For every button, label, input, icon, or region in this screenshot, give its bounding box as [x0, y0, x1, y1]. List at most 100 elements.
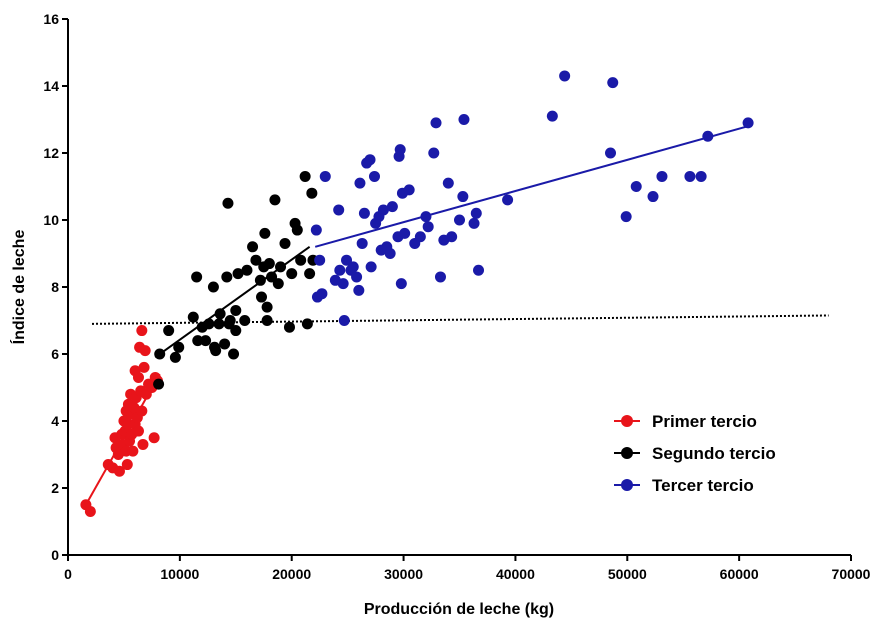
data-point [187, 311, 199, 323]
data-point [148, 432, 160, 444]
y-tick-label: 6 [51, 346, 59, 362]
data-point [263, 258, 275, 270]
data-point [356, 237, 368, 249]
data-point [137, 438, 149, 450]
data-point [222, 197, 234, 209]
x-tick-label: 20000 [272, 566, 311, 582]
data-point [334, 264, 346, 276]
data-point [139, 345, 151, 357]
x-axis-ticks: 0 10000 20000 30000 40000 50000 60000 70000 [64, 555, 871, 582]
data-point [341, 254, 353, 266]
data-point [113, 465, 125, 477]
data-point [203, 318, 215, 330]
data-point [228, 348, 240, 360]
y-tick-label: 14 [43, 78, 59, 94]
data-point [314, 254, 326, 266]
legend-label: Tercer tercio [652, 476, 754, 495]
data-point [191, 271, 203, 283]
data-point [420, 211, 432, 223]
x-tick-label: 70000 [832, 566, 871, 582]
data-point [84, 505, 96, 517]
data-point [310, 224, 322, 236]
data-point [213, 318, 225, 330]
data-point [304, 268, 316, 280]
data-point [428, 147, 440, 159]
data-point [247, 241, 259, 253]
data-point [153, 378, 165, 390]
data-point [121, 459, 133, 471]
data-point [261, 301, 273, 313]
data-point [301, 318, 313, 330]
data-point [319, 170, 331, 182]
reference-line-group [91, 314, 829, 325]
y-tick-label: 12 [43, 145, 59, 161]
data-point [272, 278, 284, 290]
data-point [377, 204, 389, 216]
data-point [470, 207, 482, 219]
trend-lines [85, 125, 749, 506]
data-point [241, 264, 253, 276]
data-point [136, 405, 148, 417]
data-point [132, 425, 144, 437]
data-point [200, 335, 212, 347]
data-point [283, 321, 295, 333]
data-point [607, 77, 619, 89]
x-tick-label: 30000 [384, 566, 423, 582]
data-point [403, 184, 415, 196]
data-point [630, 181, 642, 192]
legend: Primer tercio Segundo tercio Tercer tercio [614, 412, 776, 495]
data-point [468, 217, 480, 229]
data-point [207, 281, 219, 293]
data-point [546, 110, 558, 122]
data-point [473, 264, 485, 276]
x-tick-label: 60000 [720, 566, 759, 582]
data-point [291, 224, 303, 236]
legend-label: Segundo tercio [652, 444, 776, 463]
data-point [399, 227, 411, 239]
data-point [364, 154, 376, 166]
data-point [368, 170, 380, 182]
legend-marker [621, 415, 633, 427]
data-point [173, 341, 185, 353]
data-point [446, 231, 458, 243]
data-point [169, 351, 181, 363]
y-tick-label: 16 [43, 11, 59, 27]
data-point [286, 268, 298, 280]
data-point [338, 315, 350, 326]
data-point [395, 278, 407, 290]
data-point [154, 348, 166, 360]
plot-axes [67, 19, 851, 556]
x-axis-title: Producción de leche (kg) [364, 601, 554, 618]
x-tick-label: 40000 [496, 566, 535, 582]
data-point [127, 445, 139, 457]
data-point [386, 201, 398, 213]
data-point [684, 170, 696, 182]
data-point [316, 288, 328, 300]
reference-dotted-line [91, 314, 829, 325]
y-tick-label: 2 [51, 480, 59, 496]
data-point [275, 261, 287, 273]
data-point [269, 194, 281, 206]
data-point [351, 271, 363, 283]
data-point [333, 204, 345, 216]
data-point [742, 117, 754, 129]
data-point [254, 274, 266, 286]
data-point [224, 315, 236, 326]
data-point [605, 147, 617, 159]
data-point [232, 268, 244, 280]
data-point [358, 207, 370, 219]
data-point [259, 227, 271, 239]
data-point [365, 261, 377, 273]
data-point [458, 114, 470, 125]
trend-line [154, 245, 311, 359]
data-point [394, 144, 406, 156]
x-tick-label: 0 [64, 566, 72, 582]
y-tick-label: 4 [51, 413, 59, 429]
data-point [136, 325, 148, 337]
data-point [230, 325, 242, 337]
data-point [347, 261, 359, 273]
legend-marker [621, 479, 633, 491]
data-point [214, 308, 226, 320]
data-point [210, 345, 222, 357]
